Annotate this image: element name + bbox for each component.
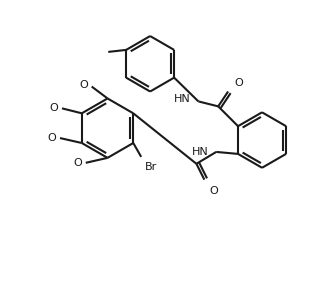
- Text: Br: Br: [145, 162, 157, 172]
- Text: O: O: [79, 79, 88, 90]
- Text: O: O: [49, 103, 58, 113]
- Text: HN: HN: [174, 94, 190, 105]
- Text: HN: HN: [192, 147, 208, 157]
- Text: O: O: [73, 158, 82, 168]
- Text: O: O: [209, 185, 218, 196]
- Text: O: O: [47, 133, 56, 143]
- Text: O: O: [234, 77, 243, 88]
